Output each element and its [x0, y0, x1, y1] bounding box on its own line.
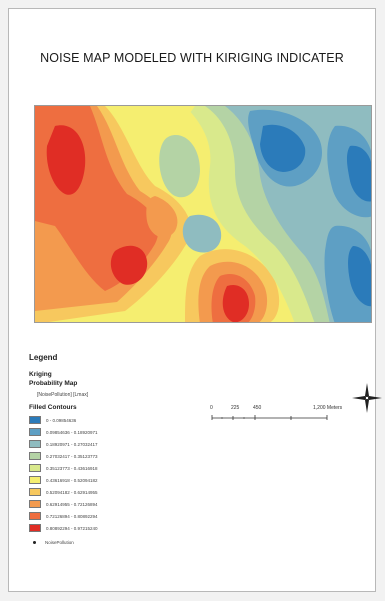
legend-class-label: 0.80892294 - 0.97215240: [46, 525, 98, 531]
legend-swatch: [29, 488, 41, 496]
legend-class-label: 0 - 0.09854636: [46, 417, 77, 423]
legend-class: 0.43616918 - 0.52094182: [29, 474, 98, 486]
legend-class-label: 0.43616918 - 0.52094182: [46, 477, 98, 483]
point-symbol-icon: [33, 540, 36, 544]
legend-swatch: [29, 476, 41, 484]
legend-class: 0.27032417 - 0.35123773: [29, 450, 98, 462]
noise-contour-map: [34, 105, 372, 323]
legend-probability-label: Probability Map: [29, 380, 78, 387]
legend-class-list: 0 - 0.09854636 0.09854636 - 0.18920971 0…: [29, 414, 98, 548]
legend-kriging-label: Kriging: [29, 371, 52, 378]
legend-class-label: 0.52094182 - 0.62914955: [46, 489, 98, 495]
legend-class-label: 0.62914955 - 0.72126894: [46, 501, 98, 507]
legend-class-label: 0.18920971 - 0.27032417: [46, 441, 98, 447]
scale-tick-label: 0: [210, 405, 213, 411]
legend-class: 0.18920971 - 0.27032417: [29, 438, 98, 450]
legend-class: 0.62914955 - 0.72126894: [29, 498, 98, 510]
legend-class-label: 0.72126894 - 0.80892294: [46, 513, 98, 519]
legend-formula: [NoisePollution] [Lmax]: [37, 392, 89, 398]
legend-class: 0.80892294 - 0.97215240: [29, 522, 98, 534]
legend-swatch: [29, 416, 41, 424]
legend-class-label: 0.09854636 - 0.18920971: [46, 429, 98, 435]
map-layout-frame: NOISE MAP MODELED WITH KIRIGING INDICATE…: [8, 8, 382, 592]
scale-tick-label: 225: [231, 405, 240, 411]
legend-class-label: 0.27032417 - 0.35123773: [46, 453, 98, 459]
legend-swatch: [29, 452, 41, 460]
north-arrow-icon: [350, 381, 384, 415]
map-title: NOISE MAP MODELED WITH KIRIGING INDICATE…: [40, 51, 344, 65]
legend-class: 0.09854636 - 0.18920971: [29, 426, 98, 438]
legend-swatch: [29, 440, 41, 448]
legend-swatch: [29, 524, 41, 532]
scale-bar: 0 225 450 1,200 Meters: [207, 405, 357, 425]
legend-swatch: [29, 428, 41, 436]
legend-class-label: 0.35123773 - 0.43616918: [46, 465, 98, 471]
legend-swatch: [29, 512, 41, 520]
scale-tick-label: 450: [253, 405, 262, 411]
legend-class: 0.72126894 - 0.80892294: [29, 510, 98, 522]
legend-point-label: NoisePollution: [45, 539, 74, 545]
legend-filled-contours: Filled Contours: [29, 404, 77, 411]
contour-map-svg: [35, 106, 371, 322]
scale-bar-graphic: [211, 415, 328, 420]
legend-heading: Legend: [29, 353, 58, 362]
legend-swatch: [29, 464, 41, 472]
legend-class: 0.35123773 - 0.43616918: [29, 462, 98, 474]
legend-class: 0.52094182 - 0.62914955: [29, 486, 98, 498]
scale-tick-label: 1,200 Meters: [313, 405, 343, 411]
legend-class: 0 - 0.09854636: [29, 414, 98, 426]
legend-swatch: [29, 500, 41, 508]
legend-point-item: NoisePollution: [29, 536, 98, 548]
